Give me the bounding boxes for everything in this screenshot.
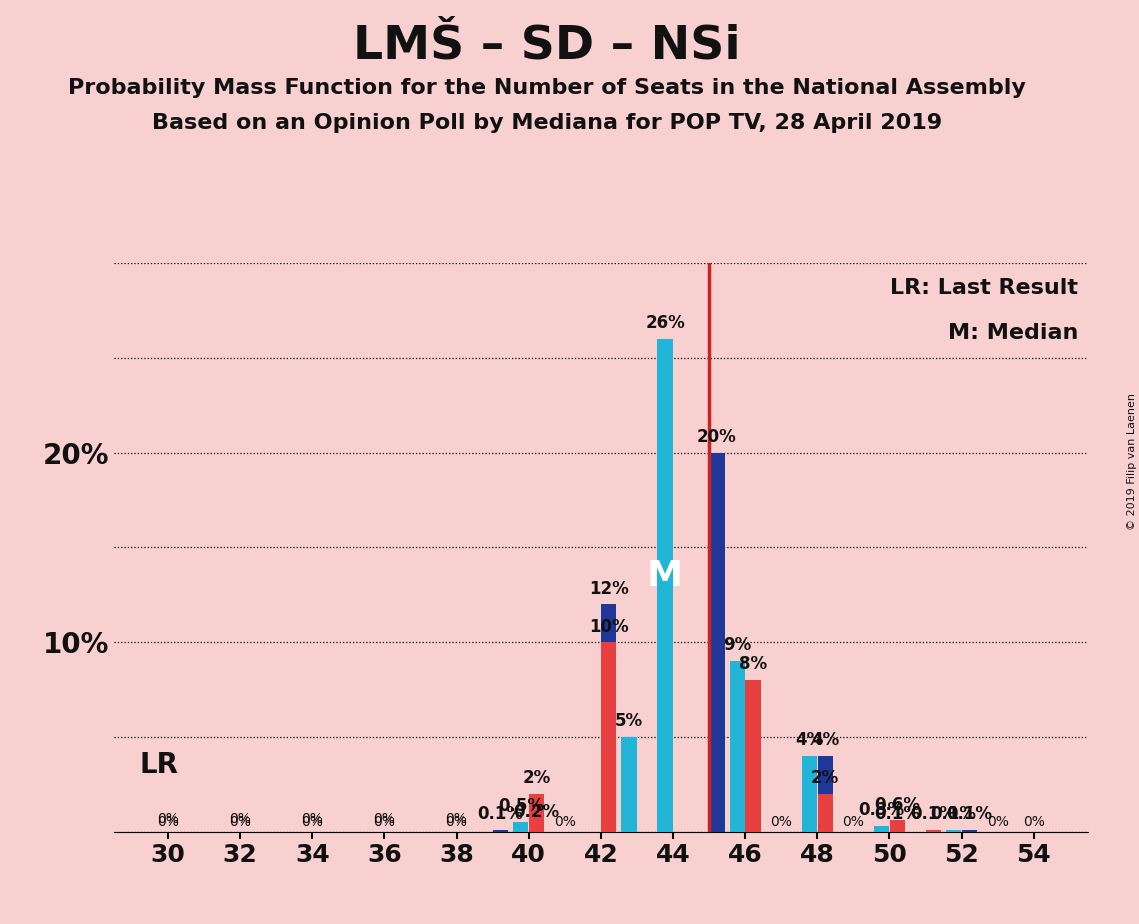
Bar [818,756,833,832]
Text: LR: LR [139,751,178,779]
Bar [528,828,544,832]
Text: 10%: 10% [589,617,629,636]
Text: 0.1%: 0.1% [875,805,920,823]
Text: 0%: 0% [157,812,179,826]
Bar [818,794,833,832]
Bar [601,604,616,832]
Bar [961,830,977,832]
Bar [745,680,761,832]
Text: Based on an Opinion Poll by Mediana for POP TV, 28 April 2019: Based on an Opinion Poll by Mediana for … [151,113,942,133]
Text: 0%: 0% [374,815,395,829]
Bar [926,830,941,832]
Text: 0.2%: 0.2% [514,803,559,821]
Text: 0%: 0% [986,815,1008,829]
Text: M: M [647,559,683,593]
Bar [890,821,904,832]
Text: 8%: 8% [739,655,767,674]
Bar [874,826,890,832]
Bar [622,737,637,832]
Text: 4%: 4% [811,731,839,749]
Text: 0%: 0% [1023,815,1044,829]
Text: 4%: 4% [795,731,823,749]
Text: 2%: 2% [523,769,551,787]
Text: 0%: 0% [302,812,323,826]
Text: 0%: 0% [157,815,179,829]
Text: 0.3%: 0.3% [859,801,904,820]
Text: 0%: 0% [554,815,575,829]
Bar [890,830,904,832]
Bar [493,830,508,832]
Text: Probability Mass Function for the Number of Seats in the National Assembly: Probability Mass Function for the Number… [68,78,1025,98]
Text: 0.1%: 0.1% [910,805,957,823]
Bar [710,453,724,832]
Bar [802,756,817,832]
Text: 5%: 5% [615,712,644,730]
Bar [657,339,673,832]
Text: 0%: 0% [374,812,395,826]
Text: LR: Last Result: LR: Last Result [890,277,1077,298]
Bar [601,642,616,832]
Text: 0%: 0% [843,815,865,829]
Text: 12%: 12% [589,579,629,598]
Bar [514,822,528,832]
Bar [730,662,745,832]
Text: 2%: 2% [811,769,839,787]
Text: M: Median: M: Median [948,323,1077,343]
Text: 0.1%: 0.1% [477,805,524,823]
Text: 20%: 20% [697,428,737,446]
Text: 0%: 0% [445,815,467,829]
Text: 0%: 0% [302,815,323,829]
Bar [528,794,544,832]
Text: 0.1%: 0.1% [947,805,992,823]
Text: 9%: 9% [723,637,752,654]
Text: 0.1%: 0.1% [931,805,976,823]
Text: 0%: 0% [229,815,251,829]
Text: 0.6%: 0.6% [875,796,920,814]
Text: © 2019 Filip van Laenen: © 2019 Filip van Laenen [1126,394,1137,530]
Text: 0%: 0% [770,815,792,829]
Text: 0.5%: 0.5% [498,797,543,816]
Bar [947,830,961,832]
Text: 0%: 0% [445,812,467,826]
Text: LMŠ – SD – NSi: LMŠ – SD – NSi [353,23,740,68]
Text: 26%: 26% [645,314,685,333]
Text: 0%: 0% [229,812,251,826]
